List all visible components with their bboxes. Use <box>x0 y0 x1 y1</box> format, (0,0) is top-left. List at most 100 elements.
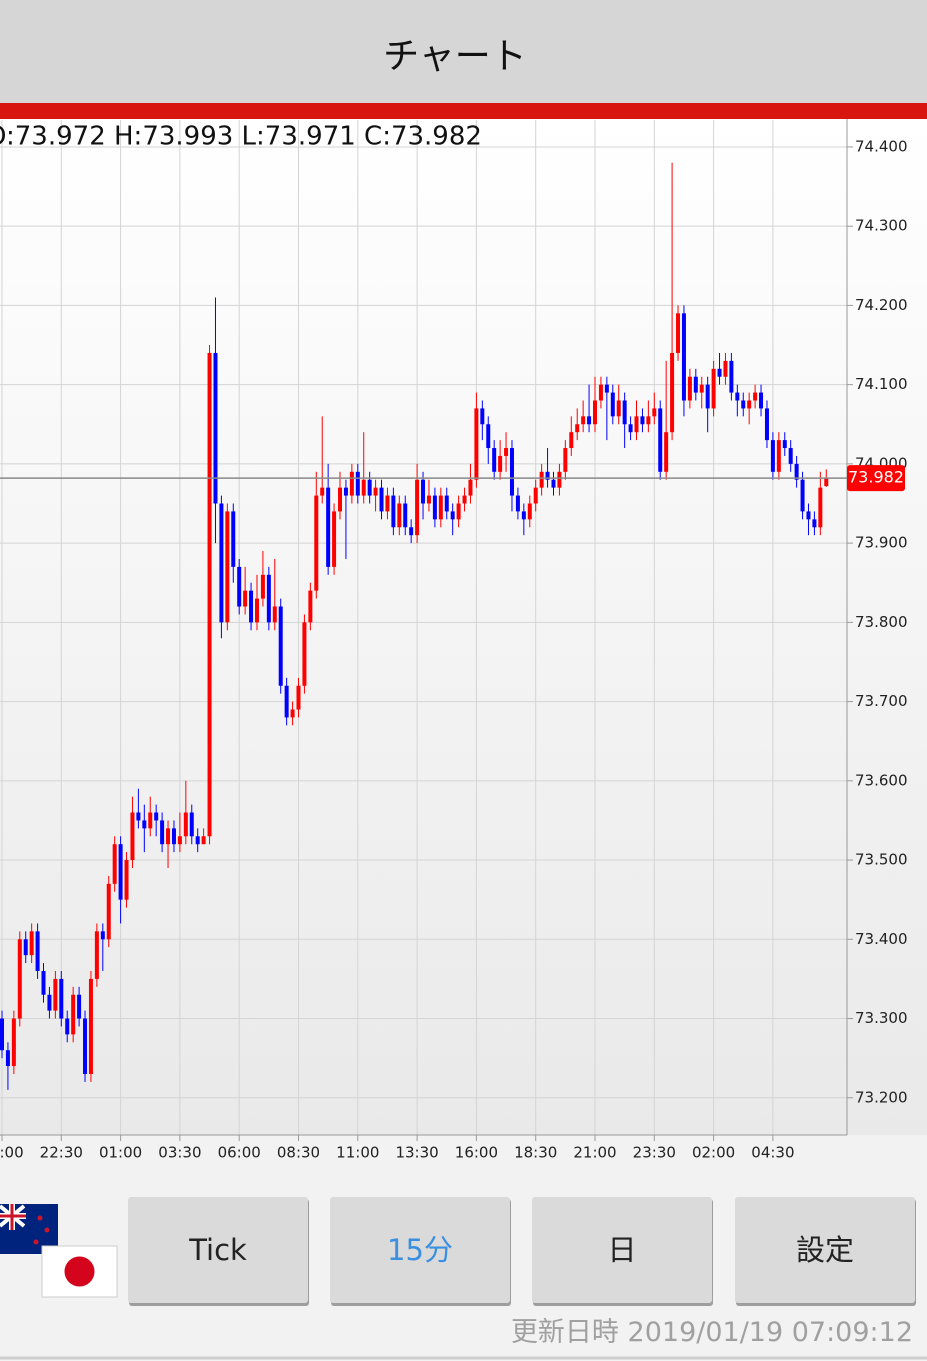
candle-body <box>183 812 188 837</box>
x-tick-label: 08:30 <box>277 1144 320 1162</box>
candle-body <box>818 487 823 528</box>
jp-sun <box>64 1256 95 1287</box>
candle-body <box>509 448 514 496</box>
x-tick-label: 03:30 <box>158 1144 201 1162</box>
candle-body <box>290 709 295 718</box>
candle-body <box>296 685 301 710</box>
candle-body <box>118 844 123 900</box>
candle-body <box>527 503 532 520</box>
candle-body <box>504 448 509 456</box>
candle-body <box>231 511 236 567</box>
tab-button[interactable]: Tick <box>128 1197 309 1306</box>
candle-body <box>426 495 431 504</box>
candle-body <box>711 368 716 409</box>
chart-area <box>0 119 927 1135</box>
candle-body <box>587 416 592 425</box>
candle-body <box>130 812 135 861</box>
y-tick-label: 74.400 <box>855 137 908 155</box>
candle-body <box>782 440 787 449</box>
candle-body <box>53 978 58 1011</box>
candle-body <box>628 424 633 433</box>
candle-body <box>243 590 248 607</box>
candle-body <box>604 384 609 393</box>
candle-body <box>361 479 366 496</box>
candle-body <box>355 471 360 496</box>
y-tick-label: 73.400 <box>855 930 908 948</box>
candle-body <box>284 685 289 718</box>
y-tick-label: 73.900 <box>855 534 908 552</box>
last-price-label: 73.982 <box>848 468 904 487</box>
candle-body <box>462 495 467 504</box>
candle-body <box>676 313 681 353</box>
candle-body <box>278 606 283 686</box>
candle-body <box>112 844 117 884</box>
candle-body <box>764 408 769 441</box>
x-tick-label: 06:00 <box>218 1144 261 1162</box>
candle-body <box>154 812 159 821</box>
candle-body <box>201 836 206 845</box>
tab-button[interactable]: 設定 <box>735 1197 916 1306</box>
app-bar <box>0 0 927 103</box>
candle-body <box>687 376 692 401</box>
candle-body <box>569 432 574 449</box>
candle-body <box>486 424 491 449</box>
candle-body <box>492 448 497 472</box>
candle-body <box>249 590 254 623</box>
tab-button[interactable]: 日 <box>532 1197 713 1306</box>
candle-body <box>409 527 414 536</box>
x-tick-label: 11:00 <box>336 1144 379 1162</box>
button-label[interactable]: Tick <box>188 1233 247 1267</box>
button-label[interactable]: 15分 <box>387 1233 453 1267</box>
y-tick-label: 73.700 <box>855 692 908 710</box>
button-face[interactable] <box>735 1197 915 1303</box>
candle-body <box>681 313 686 401</box>
candle-body <box>189 812 194 837</box>
y-tick-label: 73.200 <box>855 1088 908 1106</box>
candle-body <box>670 352 675 433</box>
candle-body <box>373 487 378 496</box>
candle-body <box>332 511 337 567</box>
candle-body <box>557 471 562 488</box>
candle-body <box>29 931 34 956</box>
candle-body <box>0 1018 4 1051</box>
x-tick-label: 22:30 <box>40 1144 83 1162</box>
x-tick-label: 20:00 <box>0 1144 24 1162</box>
candle-body <box>421 479 426 504</box>
x-tick-label: 02:00 <box>692 1144 735 1162</box>
x-tick-label: 23:30 <box>633 1144 676 1162</box>
candle-body <box>794 463 799 480</box>
candle-body <box>515 495 520 512</box>
button-face[interactable] <box>128 1197 308 1303</box>
candle-body <box>166 828 171 845</box>
candle-body <box>237 566 242 607</box>
candle-body <box>634 416 639 433</box>
candle-body <box>812 519 817 528</box>
candle-body <box>759 392 764 409</box>
button-label[interactable]: 日 <box>607 1233 636 1267</box>
y-tick-label: 74.200 <box>855 296 908 314</box>
candle-body <box>77 994 82 1019</box>
button-face[interactable] <box>532 1197 712 1303</box>
candle-body <box>343 487 348 496</box>
candle-body <box>106 883 111 940</box>
candle-body <box>824 478 829 487</box>
ohlc-header: O:73.972 H:73.993 L:73.971 C:73.982 <box>0 122 482 152</box>
candle-body <box>581 416 586 425</box>
candle-body <box>539 471 544 488</box>
tab-button[interactable]: 15分 <box>330 1197 511 1306</box>
candle-body <box>616 400 621 417</box>
button-face[interactable] <box>330 1197 510 1303</box>
accent-bar <box>0 103 927 119</box>
candle-body <box>35 931 40 971</box>
candle-body <box>59 978 64 1019</box>
x-tick-label: 21:00 <box>573 1144 616 1162</box>
button-label[interactable]: 設定 <box>796 1233 854 1267</box>
candle-body <box>735 392 740 401</box>
x-tick-label: 01:00 <box>99 1144 142 1162</box>
candle-body <box>699 384 704 393</box>
candle-body <box>533 487 538 504</box>
y-tick-label: 73.600 <box>855 771 908 789</box>
candle-body <box>747 400 752 409</box>
candle-body <box>195 836 200 845</box>
